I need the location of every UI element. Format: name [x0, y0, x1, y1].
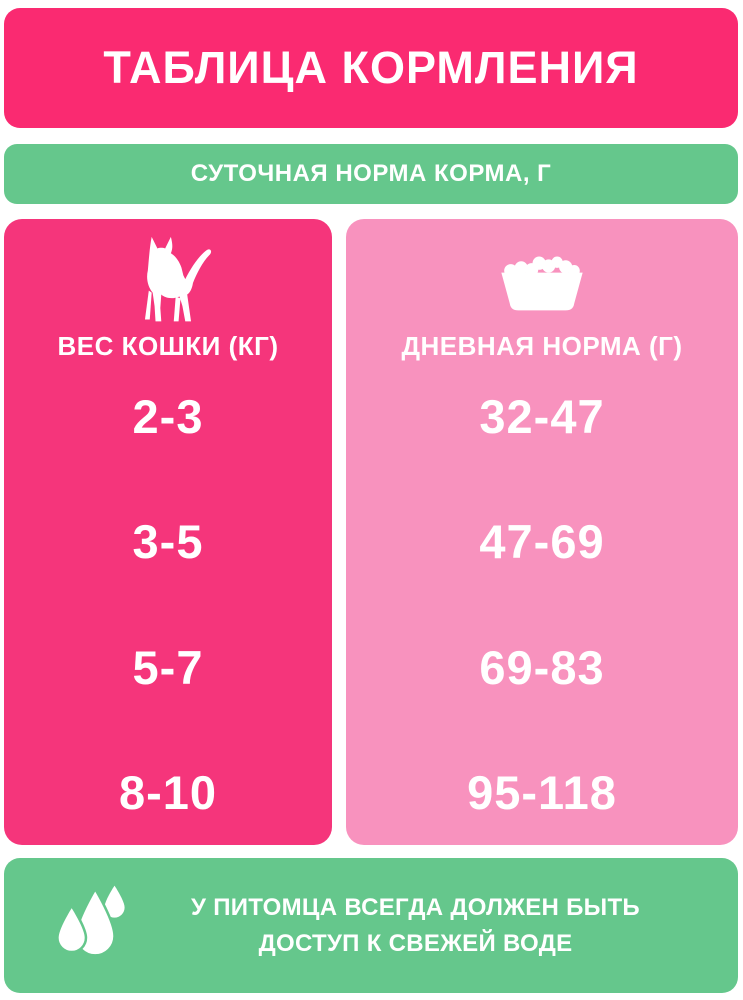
column-daily-norm: ДНЕВНАЯ НОРМА (Г) 32-47 47-69 69-83 95-1… — [346, 219, 738, 845]
page-title-text: ТАБЛИЦА КОРМЛЕНИЯ — [103, 42, 639, 93]
weight-value: 2-3 — [132, 390, 204, 443]
weight-value: 5-7 — [132, 641, 204, 694]
column-label-weight: ВЕС КОШКИ (КГ) — [57, 331, 279, 361]
weight-value: 8-10 — [118, 766, 218, 819]
column-label-norm: ДНЕВНАЯ НОРМА (Г) — [401, 331, 683, 361]
weight-value: 3-5 — [132, 515, 204, 568]
water-drops-icon — [49, 880, 133, 972]
food-bowl-icon — [346, 233, 738, 333]
cat-icon — [4, 233, 332, 333]
water-note-text: У ПИТОМЦА ВСЕГДА ДОЛЖЕН БЫТЬ ДОСТУП К СВ… — [133, 890, 698, 962]
norm-value: 95-118 — [467, 766, 617, 819]
column-cat-weight: ВЕС КОШКИ (КГ) 2-3 3-5 5-7 8-10 — [4, 219, 332, 845]
norm-value: 32-47 — [479, 390, 605, 443]
page-title: ТАБЛИЦА КОРМЛЕНИЯ — [4, 8, 738, 128]
subtitle-banner: СУТОЧНАЯ НОРМА КОРМА, Г — [4, 144, 738, 204]
water-note-banner: У ПИТОМЦА ВСЕГДА ДОЛЖЕН БЫТЬ ДОСТУП К СВ… — [4, 858, 738, 993]
water-note-line2: ДОСТУП К СВЕЖЕЙ ВОДЕ — [258, 929, 573, 957]
water-note-line1: У ПИТОМЦА ВСЕГДА ДОЛЖЕН БЫТЬ — [191, 893, 640, 921]
subtitle-text: СУТОЧНАЯ НОРМА КОРМА, Г — [190, 160, 552, 187]
norm-value: 69-83 — [479, 641, 605, 694]
norm-value: 47-69 — [479, 515, 605, 568]
